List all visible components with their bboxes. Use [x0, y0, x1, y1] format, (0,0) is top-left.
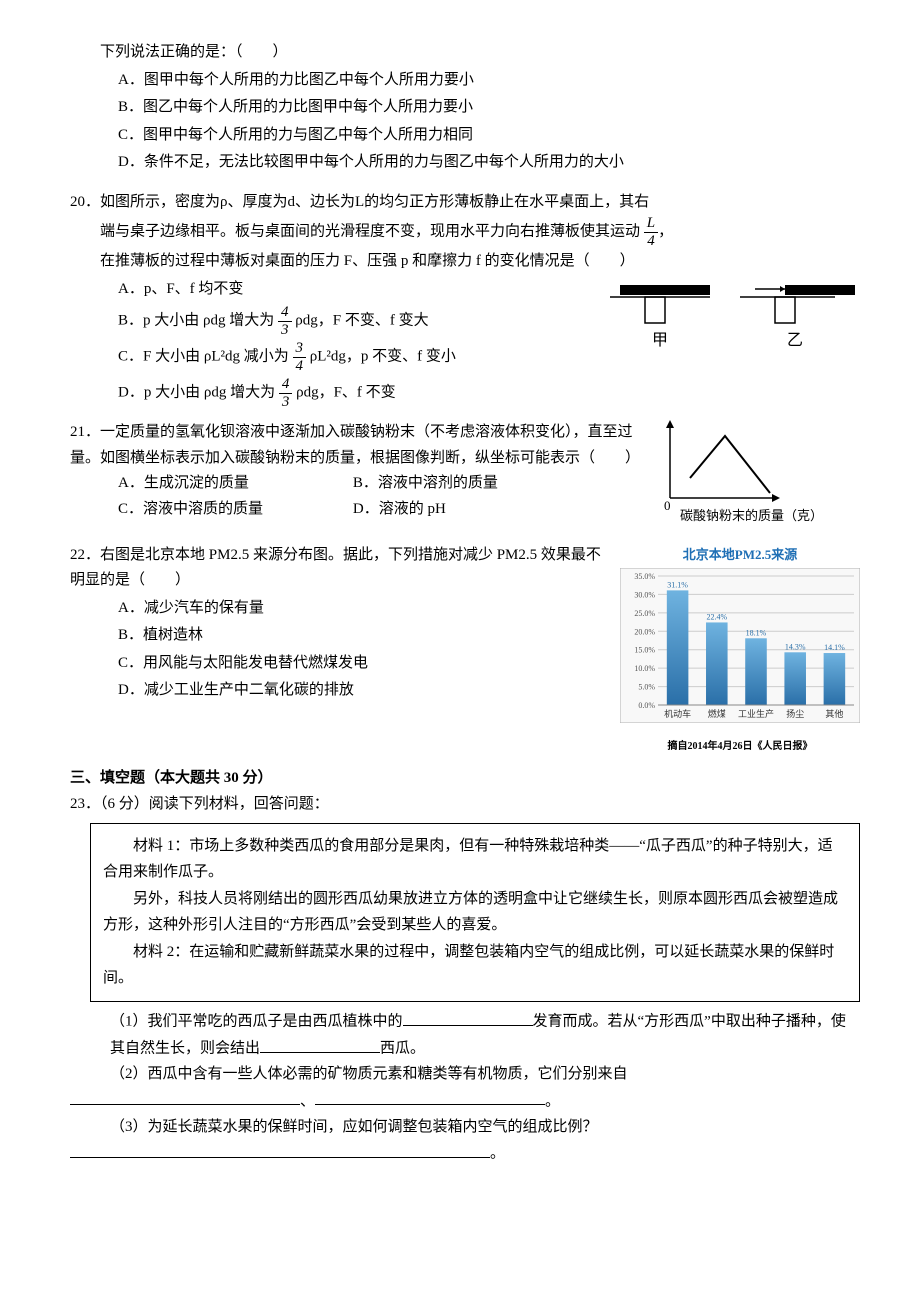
label-jia: 甲 — [652, 332, 668, 349]
question-pre-stem: 下列说法正确的是：（ ） — [100, 40, 860, 66]
option-c: C．F 大小由 ρL²dg 减小为 34 ρL²dg，p 不变、f 变小 — [118, 340, 600, 374]
fill-blank[interactable] — [260, 1035, 380, 1053]
question-22-stem: 右图是北京本地 PM2.5 来源分布图。据此，下列措施对减少 PM2.5 效果最… — [70, 547, 601, 589]
chart-title: 北京本地PM2.5来源 — [620, 543, 860, 569]
question-23: 23．（6 分）阅读下列材料，回答问题： 材料 1：市场上多数种类西瓜的食用部分… — [70, 792, 860, 1168]
question-21-stem: 一定质量的氢氧化钡溶液中逐渐加入碳酸钠粉末（不考虑溶液体积变化），直至过量。如图… — [70, 424, 640, 466]
question-22-chart: 北京本地PM2.5来源 0.0% 5.0% 10.0% 15.0% 20.0% 25.0%… — [620, 543, 860, 759]
svg-text:25.0%: 25.0% — [634, 609, 655, 618]
svg-text:15.0%: 15.0% — [634, 646, 655, 655]
question-23-lead: （6 分）阅读下列材料，回答问题： — [100, 796, 329, 812]
option-b: B．植树造林 — [118, 623, 610, 649]
origin-label: 0 — [664, 498, 671, 513]
svg-text:扬尘: 扬尘 — [786, 708, 804, 719]
question-21: 21．一定质量的氢氧化钡溶液中逐渐加入碳酸钠粉末（不考虑溶液体积变化），直至过量… — [70, 420, 860, 535]
svg-text:其他: 其他 — [825, 708, 843, 719]
board-table-diagram-icon: 甲 乙 — [610, 275, 860, 355]
svg-text:31.1%: 31.1% — [667, 580, 688, 589]
svg-text:18.1%: 18.1% — [746, 628, 767, 637]
fraction-3-4: 34 — [293, 340, 307, 374]
question-20-options: A．p、F、f 均不变 B．p 大小由 ρdg 增大为 43 ρdg，F 不变、… — [118, 275, 600, 413]
svg-text:5.0%: 5.0% — [638, 683, 655, 692]
question-23-sub2: （2）西瓜中含有一些人体必需的矿物质元素和糖类等有机物质，它们分别来自 — [110, 1062, 860, 1088]
option-b: B．溶液中溶剂的质量 — [353, 471, 588, 497]
fraction-4-3-b: 43 — [279, 376, 293, 410]
question-23-sub2-blanks: 、。 — [70, 1088, 860, 1115]
svg-text:30.0%: 30.0% — [634, 590, 655, 599]
svg-text:20.0%: 20.0% — [634, 627, 655, 636]
option-c: C．用风能与太阳能发电替代燃煤发电 — [118, 651, 610, 677]
fraction-l-4: L4 — [644, 215, 658, 249]
option-d: D．减少工业生产中二氧化碳的排放 — [118, 678, 610, 704]
option-a: A．减少汽车的保有量 — [118, 596, 610, 622]
option-a: A．生成沉淀的质量 — [118, 471, 353, 497]
question-22-number: 22． — [70, 547, 100, 563]
svg-text:0.0%: 0.0% — [638, 701, 655, 710]
svg-text:机动车: 机动车 — [664, 708, 691, 719]
label-yi: 乙 — [787, 332, 803, 349]
svg-text:工业生产: 工业生产 — [738, 708, 774, 719]
question-20-stem-line1: 如图所示，密度为ρ、厚度为d、边长为L的均匀正方形薄板静止在水平桌面上，其右 — [100, 194, 649, 210]
option-c: C．图甲中每个人所用的力与图乙中每个人所用力相同 — [118, 123, 860, 149]
material-2: 材料 2：在运输和贮藏新鲜蔬菜水果的过程中，调整包装箱内空气的组成比例，可以延长… — [103, 940, 847, 991]
question-22-options: A．减少汽车的保有量 B．植树造林 C．用风能与太阳能发电替代燃煤发电 D．减少… — [118, 596, 610, 704]
option-b: B．图乙中每个人所用的力比图甲中每个人所用力要小 — [118, 95, 860, 121]
question-20-number: 20． — [70, 194, 100, 210]
svg-text:燃煤: 燃煤 — [708, 708, 726, 719]
bar-chart-icon: 0.0% 5.0% 10.0% 15.0% 20.0% 25.0% 30.0% 35.0% 31… — [620, 568, 860, 723]
svg-text:35.0%: 35.0% — [634, 572, 655, 581]
question-20: 20．如图所示，密度为ρ、厚度为d、边长为L的均匀正方形薄板静止在水平桌面上，其… — [70, 190, 860, 413]
question-21-figure: 0 碳酸钠粉末的质量（克） — [650, 420, 860, 535]
question-23-sub3-blank: 。 — [70, 1140, 860, 1167]
option-d: D．p 大小由 ρdg 增大为 43 ρdg，F、f 不变 — [118, 376, 600, 410]
svg-text:10.0%: 10.0% — [634, 664, 655, 673]
material-1: 材料 1：市场上多数种类西瓜的食用部分是果肉，但有一种特殊栽培种类——“瓜子西瓜… — [103, 834, 847, 885]
question-20-figure: 甲 乙 — [610, 275, 860, 365]
question-23-materials-box: 材料 1：市场上多数种类西瓜的食用部分是果肉，但有一种特殊栽培种类——“瓜子西瓜… — [90, 823, 860, 1002]
fill-blank[interactable] — [70, 1088, 300, 1106]
question-20-stem-line3: 在推薄板的过程中薄板对桌面的压力 F、压强 p 和摩擦力 f 的变化情况是（ ） — [100, 249, 860, 275]
option-a: A．图甲中每个人所用的力比图乙中每个人所用力要小 — [118, 68, 860, 94]
fraction-4-3: 43 — [278, 304, 292, 338]
section-3-title: 三、填空题（本大题共 30 分） — [70, 766, 860, 792]
option-c: C．溶液中溶质的质量 — [118, 497, 353, 523]
line-graph-icon: 0 碳酸钠粉末的质量（克） — [650, 420, 860, 525]
x-axis-label: 碳酸钠粉末的质量（克） — [680, 508, 823, 523]
question-pre-options: A．图甲中每个人所用的力比图乙中每个人所用力要小 B．图乙中每个人所用的力比图甲… — [118, 68, 860, 176]
chart-footer: 摘自2014年4月26日《人民日报》 — [620, 733, 860, 759]
option-d: D．条件不足，无法比较图甲中每个人所用的力与图乙中每个人所用力的大小 — [118, 150, 860, 176]
question-20-stem-line2-post: ， — [658, 223, 673, 239]
svg-text:14.3%: 14.3% — [785, 642, 806, 651]
question-23-sub3: （3）为延长蔬菜水果的保鲜时间，应如何调整包装箱内空气的组成比例？ — [110, 1115, 860, 1141]
svg-text:22.4%: 22.4% — [706, 612, 727, 621]
option-d: D．溶液的 pH — [353, 497, 588, 523]
question-21-options: A．生成沉淀的质量 B．溶液中溶剂的质量 C．溶液中溶质的质量 D．溶液的 pH — [118, 471, 640, 522]
fill-blank[interactable] — [315, 1088, 545, 1106]
question-22: 22．右图是北京本地 PM2.5 来源分布图。据此，下列措施对减少 PM2.5 … — [70, 543, 860, 759]
fill-blank[interactable] — [70, 1140, 490, 1158]
question-pre: 下列说法正确的是：（ ） A．图甲中每个人所用的力比图乙中每个人所用力要小 B．… — [70, 40, 860, 176]
svg-text:14.1%: 14.1% — [824, 643, 845, 652]
material-1-cont: 另外，科技人员将刚结出的圆形西瓜幼果放进立方体的透明盒中让它继续生长，则原本圆形… — [103, 887, 847, 938]
option-a: A．p、F、f 均不变 — [118, 277, 600, 303]
question-20-stem-line2-pre: 端与桌子边缘相平。板与桌面间的光滑程度不变，现用水平力向右推薄板使其运动 — [100, 223, 640, 239]
question-21-number: 21． — [70, 424, 100, 440]
fill-blank[interactable] — [403, 1008, 533, 1026]
question-23-number: 23． — [70, 796, 100, 812]
option-b: B．p 大小由 ρdg 增大为 43 ρdg，F 不变、f 变大 — [118, 304, 600, 338]
question-23-sub1: （1）我们平常吃的西瓜子是由西瓜植株中的发育而成。若从“方形西瓜”中取出种子播种… — [110, 1008, 860, 1062]
